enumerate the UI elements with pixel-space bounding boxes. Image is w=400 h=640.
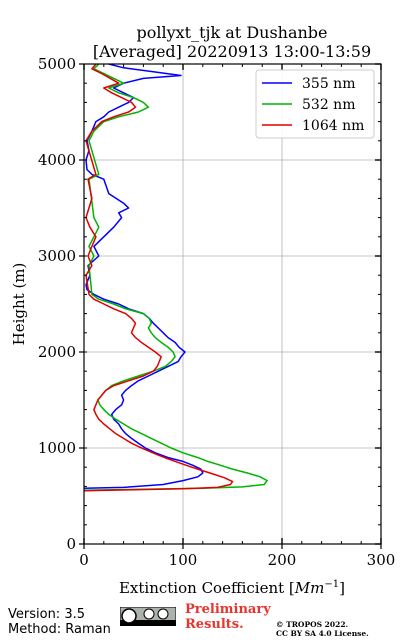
legend-box [255,69,375,139]
y-tick-label: 1000 [38,439,76,457]
y-tick-label: 4000 [38,151,76,169]
preliminary-results-note: Preliminary Results. [185,602,271,632]
y-tick-label: 2000 [38,343,76,361]
x-tick-label: 100 [169,551,198,569]
series-line-532-nm [84,64,268,491]
method-label: Method: Raman [8,622,111,637]
x-axis-label-unit: Mm [294,579,325,597]
title-line-2: [Averaged] 20220913 13:00-13:59 [93,42,371,61]
cc-by-sa-badge [120,607,176,626]
copyright-note: © TROPOS 2022. CC BY SA 4.0 License. [276,620,369,638]
x-axis-label: Extinction Coefficient [Mm−1] [119,579,345,597]
x-axis-label-end: ] [339,579,345,597]
copyright-line-1: © TROPOS 2022. [276,620,349,629]
copyright-line-2: CC BY SA 4.0 License. [276,629,369,638]
by-icon [143,608,155,620]
x-axis-label-exponent: −1 [324,579,339,590]
preliminary-line-2: Results. [185,617,244,632]
plot-frame [83,63,382,545]
y-tick-label: 3000 [38,247,76,265]
legend-entries: 355 nm 532 nm 1064 nm [262,76,364,134]
legend-label: 355 nm [302,76,355,92]
cc-icon [121,608,137,624]
x-tick-label: 300 [367,551,396,569]
sa-icon [157,608,169,620]
version-label: Version: 3.5 [8,607,85,622]
series-layer [84,64,268,492]
legend-label: 1064 nm [302,118,364,134]
x-tick-label: 0 [79,551,89,569]
x-axis-label-text: Extinction Coefficient [ [119,579,295,597]
legend: 355 nm 532 nm 1064 nm [255,69,375,139]
y-axis-label: Height (m) [10,263,28,346]
legend-label: 532 nm [302,97,355,113]
title-line-1: pollyxt_tjk at Dushanbe [136,23,327,42]
y-tick-label: 0 [66,535,76,553]
chart-title: pollyxt_tjk at Dushanbe [Averaged] 20220… [93,23,371,61]
x-tick-label: 200 [268,551,297,569]
series-line-355-nm [84,64,204,490]
preliminary-line-1: Preliminary [185,602,271,617]
y-tick-label: 5000 [38,55,76,73]
series-line-1064-nm [84,64,234,492]
